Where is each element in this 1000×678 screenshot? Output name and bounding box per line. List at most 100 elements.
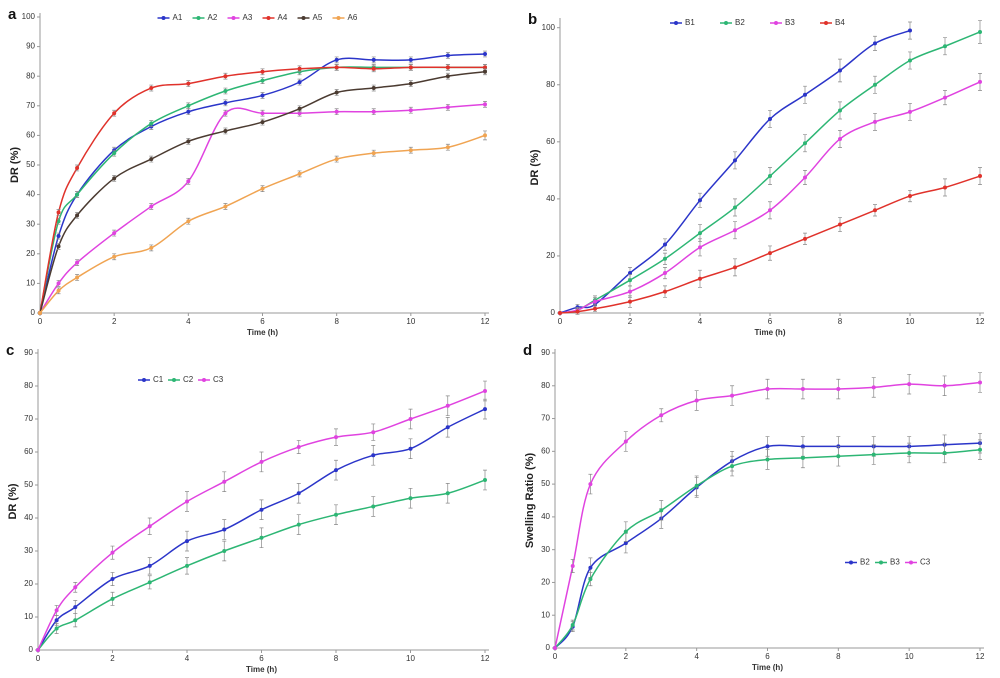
x-tick-label: 12 xyxy=(976,652,985,661)
legend-label: A4 xyxy=(278,13,288,22)
y-tick-label: 60 xyxy=(541,446,550,455)
data-point xyxy=(334,109,339,114)
data-point xyxy=(907,382,912,387)
series-line xyxy=(39,134,486,314)
data-point xyxy=(334,468,338,473)
data-point xyxy=(908,58,912,63)
legend-marker xyxy=(202,378,206,382)
data-point xyxy=(186,179,191,184)
data-point xyxy=(836,387,841,392)
y-tick-label: 0 xyxy=(546,643,551,652)
data-point xyxy=(222,549,227,553)
data-point xyxy=(56,244,61,249)
data-point xyxy=(149,157,154,162)
data-point xyxy=(838,222,842,227)
data-point xyxy=(733,205,737,210)
data-point xyxy=(978,447,982,452)
data-point xyxy=(908,109,912,114)
data-point xyxy=(803,236,807,241)
data-point xyxy=(694,398,699,403)
x-tick-label: 0 xyxy=(38,317,43,326)
y-tick-label: 20 xyxy=(24,579,33,588)
series-line xyxy=(559,175,981,314)
y-tick-label: 20 xyxy=(541,578,550,587)
data-point xyxy=(147,563,152,568)
data-point xyxy=(371,430,376,435)
data-point xyxy=(978,29,982,34)
x-tick-label: 0 xyxy=(558,317,563,326)
data-point xyxy=(223,89,228,93)
series-line xyxy=(554,381,981,649)
data-point xyxy=(942,383,947,388)
data-point xyxy=(260,69,265,74)
data-point xyxy=(371,151,376,156)
y-tick-label: 60 xyxy=(546,137,555,146)
panel: c 0 10 20 30 40 50 60 70 80 90 0 2 4 6 8 10 12 Time (h) DR … xyxy=(6,342,490,674)
data-point xyxy=(112,111,117,116)
y-tick-label: 20 xyxy=(546,251,555,260)
data-point xyxy=(765,457,770,462)
data-point xyxy=(623,529,628,534)
data-point xyxy=(296,491,301,496)
series-line xyxy=(559,31,981,314)
data-point xyxy=(149,204,154,209)
series-line xyxy=(37,408,486,651)
data-point xyxy=(112,231,117,236)
data-point xyxy=(222,527,227,532)
legend-marker xyxy=(336,16,341,20)
data-point xyxy=(800,387,805,392)
data-point xyxy=(112,176,117,181)
data-point xyxy=(733,265,737,270)
data-point xyxy=(334,512,338,517)
data-point xyxy=(371,453,376,458)
data-point xyxy=(297,111,302,116)
y-tick-label: 90 xyxy=(26,42,35,51)
legend-marker xyxy=(824,21,828,25)
data-point xyxy=(54,618,59,623)
data-point xyxy=(483,52,487,56)
y-axis-label: DR (%) xyxy=(529,149,541,185)
x-tick-label: 8 xyxy=(334,654,339,663)
x-tick-label: 10 xyxy=(406,317,415,326)
legend-label: A5 xyxy=(313,13,323,22)
data-point xyxy=(259,459,264,464)
data-point xyxy=(185,563,189,568)
data-point xyxy=(75,260,80,265)
data-point xyxy=(698,198,702,203)
y-tick-label: 10 xyxy=(541,610,550,619)
y-tick-label: 40 xyxy=(24,513,33,522)
y-tick-label: 10 xyxy=(24,612,33,621)
data-point xyxy=(75,213,80,218)
data-point xyxy=(593,299,597,304)
y-tick-label: 50 xyxy=(541,479,550,488)
data-point xyxy=(836,454,841,459)
data-point xyxy=(483,102,487,107)
data-point xyxy=(260,186,265,191)
legend-label: B2 xyxy=(860,558,870,567)
x-tick-label: 8 xyxy=(334,317,339,326)
data-point xyxy=(296,445,301,450)
data-point xyxy=(56,234,61,239)
x-tick-label: 8 xyxy=(836,652,841,661)
y-tick-label: 60 xyxy=(26,131,35,140)
data-point xyxy=(659,508,664,513)
data-point xyxy=(445,491,450,496)
data-point xyxy=(907,450,912,455)
data-point xyxy=(223,111,228,116)
data-point xyxy=(765,444,770,449)
data-point xyxy=(873,119,877,124)
data-point xyxy=(445,145,450,150)
x-tick-label: 12 xyxy=(976,317,985,326)
data-point xyxy=(733,228,737,233)
data-point xyxy=(260,93,265,98)
data-point xyxy=(698,276,702,281)
data-point xyxy=(297,106,302,111)
data-point xyxy=(483,133,487,138)
data-point xyxy=(768,208,772,213)
data-point xyxy=(334,90,339,95)
data-point xyxy=(186,103,191,108)
panel: b 0 20 40 60 80 100 0 2 4 6 8 10 12 Time (h) DR (%) B1 B2… xyxy=(528,11,985,337)
y-tick-label: 0 xyxy=(551,308,556,317)
data-point xyxy=(408,148,413,153)
data-point xyxy=(186,81,191,86)
